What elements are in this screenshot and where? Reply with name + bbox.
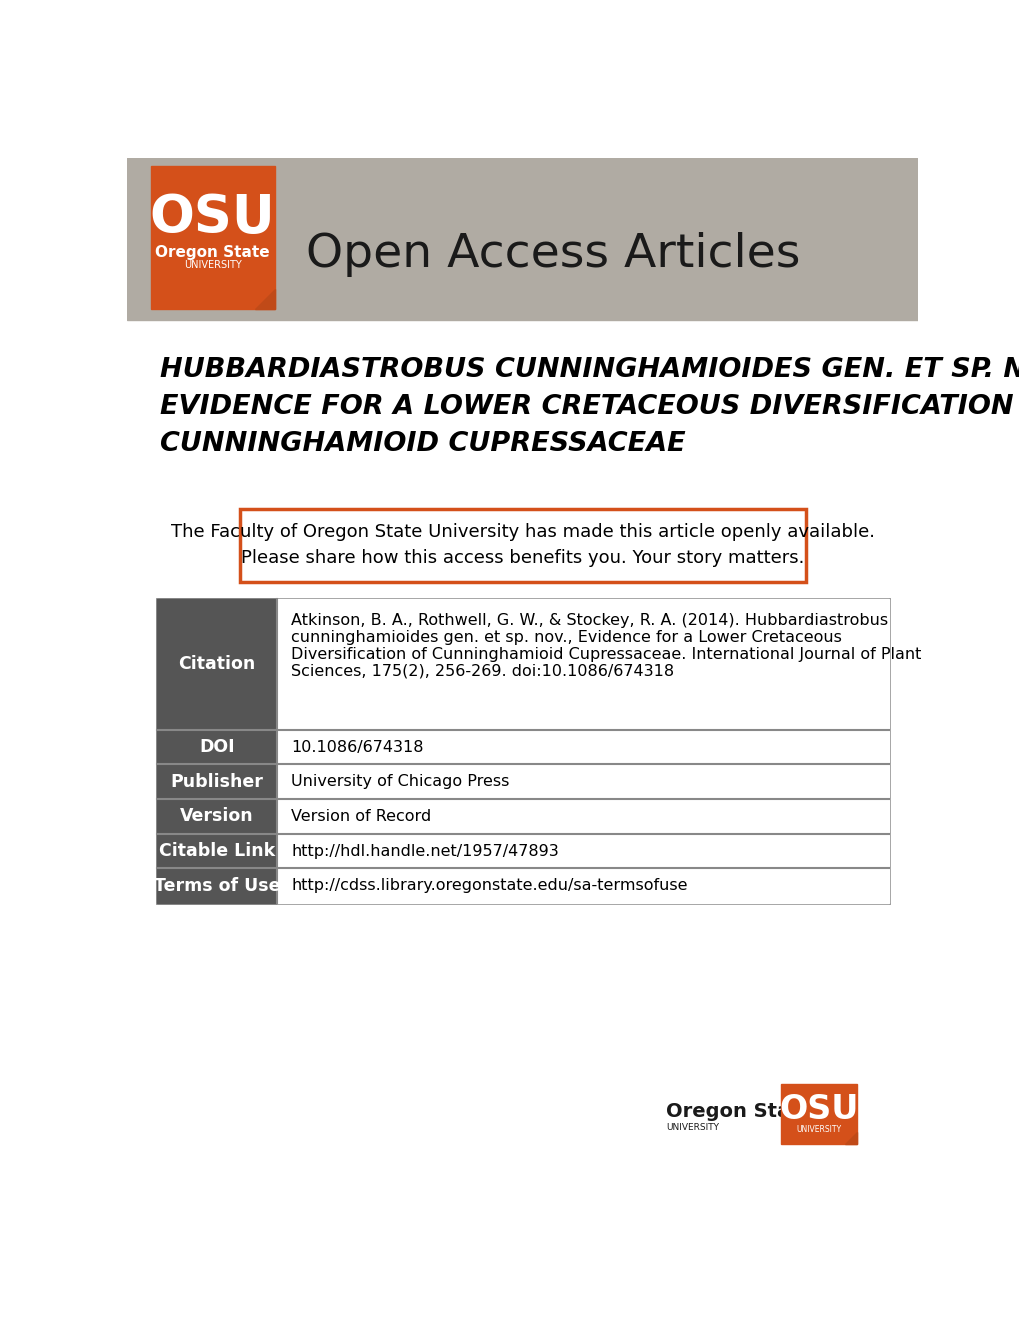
- FancyBboxPatch shape: [239, 508, 805, 582]
- Text: OSU: OSU: [150, 193, 275, 244]
- Bar: [277, 730, 888, 764]
- Text: The Faculty of Oregon State University has made this article openly available.: The Faculty of Oregon State University h…: [170, 523, 874, 541]
- Text: Diversification of Cunninghamioid Cupressaceae. International Journal of Plant: Diversification of Cunninghamioid Cupres…: [290, 647, 920, 661]
- Text: UNIVERSITY: UNIVERSITY: [665, 1122, 718, 1131]
- Bar: [157, 764, 277, 799]
- Text: Citable Link: Citable Link: [159, 842, 275, 861]
- Bar: [277, 799, 888, 834]
- Text: Please share how this access benefits you. Your story matters.: Please share how this access benefits yo…: [240, 549, 804, 568]
- Text: 10.1086/674318: 10.1086/674318: [290, 739, 423, 755]
- Bar: [277, 764, 888, 799]
- Text: UNIVERSITY: UNIVERSITY: [183, 260, 242, 269]
- Polygon shape: [845, 1133, 856, 1144]
- Text: Terms of Use: Terms of Use: [154, 876, 280, 895]
- Text: cunninghamioides gen. et sp. nov., Evidence for a Lower Cretaceous: cunninghamioides gen. et sp. nov., Evide…: [290, 630, 841, 645]
- Text: DOI: DOI: [199, 738, 234, 756]
- Text: Publisher: Publisher: [170, 772, 263, 791]
- Text: OSU: OSU: [779, 1093, 858, 1126]
- Bar: [277, 834, 888, 869]
- Text: Citation: Citation: [178, 655, 256, 673]
- Text: UNIVERSITY: UNIVERSITY: [796, 1125, 841, 1134]
- Bar: [781, 1084, 856, 1144]
- Text: Sciences, 175(2), 256-269. doi:10.1086/674318: Sciences, 175(2), 256-269. doi:10.1086/6…: [290, 664, 674, 678]
- Bar: [157, 834, 277, 869]
- Text: University of Chicago Press: University of Chicago Press: [290, 775, 508, 789]
- Bar: [127, 158, 917, 321]
- Text: CUNNINGHAMIOID CUPRESSACEAE: CUNNINGHAMIOID CUPRESSACEAE: [160, 432, 685, 457]
- Text: Atkinson, B. A., Rothwell, G. W., & Stockey, R. A. (2014). Hubbardiastrobus: Atkinson, B. A., Rothwell, G. W., & Stoc…: [290, 612, 888, 628]
- Text: Open Access Articles: Open Access Articles: [306, 232, 799, 277]
- Polygon shape: [255, 289, 274, 309]
- Text: EVIDENCE FOR A LOWER CRETACEOUS DIVERSIFICATION OF: EVIDENCE FOR A LOWER CRETACEOUS DIVERSIF…: [160, 395, 1019, 420]
- Text: Oregon State: Oregon State: [155, 244, 270, 260]
- Bar: [157, 599, 277, 730]
- Bar: [277, 869, 888, 903]
- Text: Oregon State: Oregon State: [665, 1102, 812, 1121]
- Text: Version of Record: Version of Record: [290, 809, 431, 824]
- Bar: [151, 166, 274, 309]
- Text: http://cdss.library.oregonstate.edu/sa-termsofuse: http://cdss.library.oregonstate.edu/sa-t…: [290, 878, 687, 894]
- Bar: [157, 730, 277, 764]
- Text: HUBBARDIASTROBUS CUNNINGHAMIOIDES GEN. ET SP. NOV.,: HUBBARDIASTROBUS CUNNINGHAMIOIDES GEN. E…: [160, 358, 1019, 383]
- Bar: [157, 799, 277, 834]
- Bar: [157, 599, 888, 903]
- Bar: [157, 869, 277, 903]
- Bar: [277, 599, 888, 730]
- Text: Version: Version: [180, 808, 254, 825]
- Text: http://hdl.handle.net/1957/47893: http://hdl.handle.net/1957/47893: [290, 843, 558, 858]
